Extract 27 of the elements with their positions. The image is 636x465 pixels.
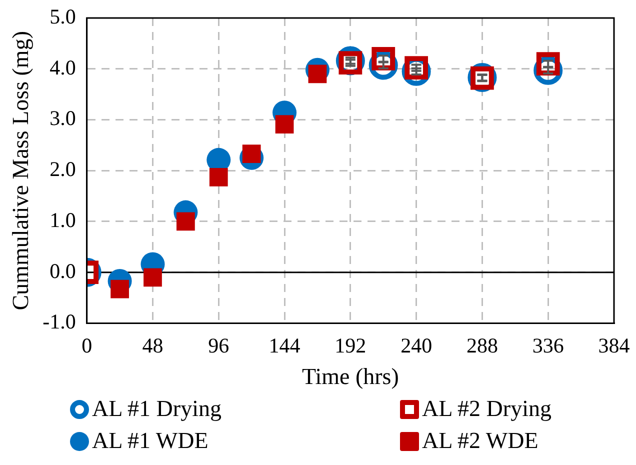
x-tick-label: 0 (82, 333, 92, 358)
y-tick-label: 4.0 (50, 55, 76, 80)
x-tick-label: 96 (208, 333, 230, 358)
legend-label: AL #1 Drying (92, 396, 222, 422)
y-tick-label: 2.0 (50, 157, 76, 182)
legend-label: AL #2 WDE (422, 428, 538, 454)
point (144, 268, 162, 287)
x-tick-label: 384 (598, 333, 630, 358)
legend-label: AL #1 WDE (92, 428, 208, 454)
legend-label: AL #2 Drying (422, 396, 552, 422)
y-tick-label: 1.0 (50, 208, 76, 232)
y-tick-label: -1.0 (42, 310, 76, 334)
y-tick-label: 3.0 (50, 106, 76, 130)
x-tick-label: 336 (532, 333, 564, 358)
x-tick-label: 240 (400, 333, 432, 358)
x-tick-label: 192 (334, 333, 366, 358)
point (110, 280, 129, 298)
point (209, 168, 228, 186)
x-tick-label: 288 (466, 333, 498, 358)
point (176, 212, 195, 231)
y-axis-title: Cummulative Mass Loss (mg) (8, 31, 33, 310)
x-axis-title: Time (hrs) (302, 364, 399, 390)
x-tick-label: 48 (142, 333, 164, 358)
y-tick-label: 0.0 (50, 258, 76, 283)
y-tick-label: 5.0 (50, 4, 76, 29)
x-tick-label: 144 (268, 333, 301, 358)
point (275, 115, 294, 134)
